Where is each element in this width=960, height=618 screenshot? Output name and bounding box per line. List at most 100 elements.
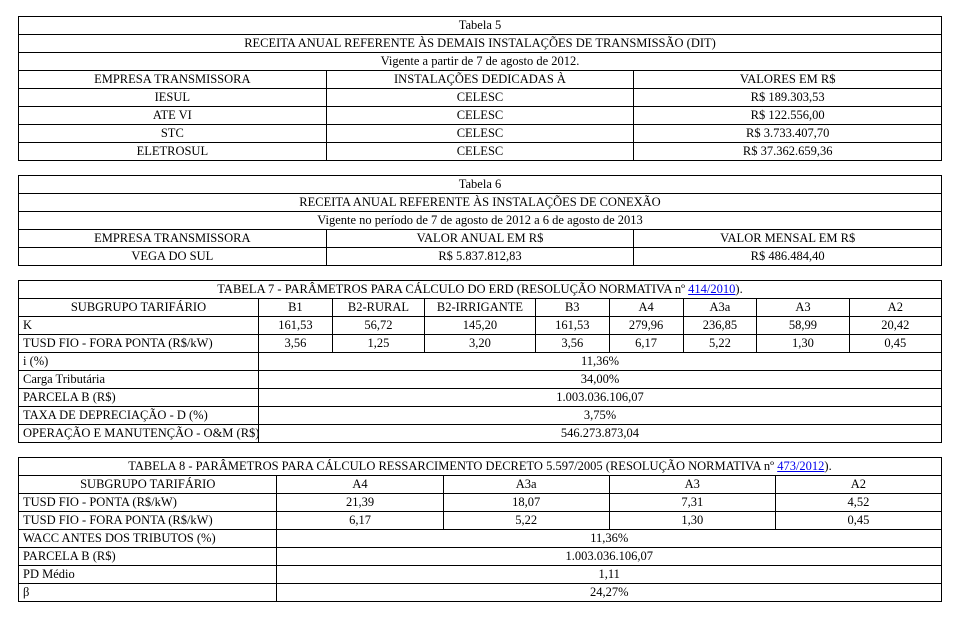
table-row: K 161,53 56,72 145,20 161,53 279,96 236,… [19,317,942,335]
tabela8-row-label: TUSD FIO - PONTA (R$/kW) [19,494,277,512]
tabela8-title: TABELA 8 - PARÂMETROS PARA CÁLCULO RESSA… [19,458,942,476]
tabela7-cell: 20,42 [849,317,941,335]
tabela7-cell: 546.273.873,04 [258,425,941,443]
tabela7-cell: 161,53 [258,317,332,335]
tabela8-cell: 21,39 [277,494,443,512]
tabela7-row-label: PARCELA B (R$) [19,389,259,407]
tabela7-cell: 1,25 [332,335,424,353]
tabela5-valor: R$ 189.303,53 [634,89,942,107]
tabela7-title-link[interactable]: 414/2010 [688,282,735,296]
tabela7-cell: 6,17 [609,335,683,353]
tabela8-row-label: PD Médio [19,566,277,584]
tabela6-anual: R$ 5.837.812,83 [326,248,634,266]
tabela7-colheader-label: SUBGRUPO TARIFÁRIO [19,299,259,317]
tabela5-header-inst: INSTALAÇÕES DEDICADAS À [326,71,634,89]
tabela5-inst: CELESC [326,125,634,143]
table-row: IESUL CELESC R$ 189.303,53 [19,89,942,107]
tabela8-cell: 18,07 [443,494,609,512]
tabela7-cell: 3,56 [258,335,332,353]
tabela6-header-empresa: EMPRESA TRANSMISSORA [19,230,327,248]
tabela8-row-label: TUSD FIO - FORA PONTA (R$/kW) [19,512,277,530]
tabela8-colheader-label: SUBGRUPO TARIFÁRIO [19,476,277,494]
tabela5-valor: R$ 37.362.659,36 [634,143,942,161]
tabela8-row-label: PARCELA B (R$) [19,548,277,566]
tabela8-title-prefix: TABELA 8 - PARÂMETROS PARA CÁLCULO RESSA… [128,459,777,473]
tabela-6: Tabela 6 RECEITA ANUAL REFERENTE ÀS INST… [18,175,942,266]
tabela8-col: A2 [775,476,941,494]
tabela8-row-label: β [19,584,277,602]
tabela7-cell: 145,20 [425,317,536,335]
tabela7-cell: 58,99 [757,317,849,335]
tabela5-valor: R$ 3.733.407,70 [634,125,942,143]
tabela7-cell: 3,75% [258,407,941,425]
tabela6-vigente: Vigente no período de 7 de agosto de 201… [19,212,942,230]
tabela8-row-label: WACC ANTES DOS TRIBUTOS (%) [19,530,277,548]
tabela5-empresa: IESUL [19,89,327,107]
table-row: PARCELA B (R$) 1.003.036.106,07 [19,389,942,407]
tabela7-col: A2 [849,299,941,317]
tabela5-inst: CELESC [326,107,634,125]
tabela5-vigente: Vigente a partir de 7 de agosto de 2012. [19,53,942,71]
tabela5-subtitle: RECEITA ANUAL REFERENTE ÀS DEMAIS INSTAL… [19,35,942,53]
tabela6-header-anual: VALOR ANUAL EM R$ [326,230,634,248]
table-row: TUSD FIO - FORA PONTA (R$/kW) 6,17 5,22 … [19,512,942,530]
table-row: PARCELA B (R$) 1.003.036.106,07 [19,548,942,566]
tabela6-subtitle: RECEITA ANUAL REFERENTE ÀS INSTALAÇÕES D… [19,194,942,212]
tabela8-cell: 1,11 [277,566,942,584]
tabela8-cell: 24,27% [277,584,942,602]
tabela-7: TABELA 7 - PARÂMETROS PARA CÁLCULO DO ER… [18,280,942,443]
table-row: ELETROSUL CELESC R$ 37.362.659,36 [19,143,942,161]
tabela7-row-label: i (%) [19,353,259,371]
tabela8-title-link[interactable]: 473/2012 [777,459,824,473]
tabela7-cell: 3,20 [425,335,536,353]
table-row: TAXA DE DEPRECIAÇÃO - D (%) 3,75% [19,407,942,425]
table-row: Carga Tributária 34,00% [19,371,942,389]
tabela7-cell: 56,72 [332,317,424,335]
tabela-8: TABELA 8 - PARÂMETROS PARA CÁLCULO RESSA… [18,457,942,602]
tabela7-row-label: K [19,317,259,335]
tabela7-col: A3a [683,299,757,317]
table-row: STC CELESC R$ 3.733.407,70 [19,125,942,143]
tabela8-col: A3a [443,476,609,494]
tabela7-row-label: Carga Tributária [19,371,259,389]
tabela7-row-label: TUSD FIO - FORA PONTA (R$/kW) [19,335,259,353]
tabela5-empresa: STC [19,125,327,143]
table-row: PD Médio 1,11 [19,566,942,584]
tabela7-col: A3 [757,299,849,317]
tabela7-cell: 3,56 [535,335,609,353]
tabela7-cell: 5,22 [683,335,757,353]
tabela8-cell: 4,52 [775,494,941,512]
tabela7-row-label: OPERAÇÃO E MANUTENÇÃO - O&M (R$) [19,425,259,443]
tabela7-cell: 161,53 [535,317,609,335]
tabela5-valor: R$ 122.556,00 [634,107,942,125]
table-row: WACC ANTES DOS TRIBUTOS (%) 11,36% [19,530,942,548]
tabela8-cell: 0,45 [775,512,941,530]
tabela5-header-valores: VALORES EM R$ [634,71,942,89]
table-row: i (%) 11,36% [19,353,942,371]
tabela8-cell: 1.003.036.106,07 [277,548,942,566]
table-row: ATE VI CELESC R$ 122.556,00 [19,107,942,125]
tabela7-header-row: SUBGRUPO TARIFÁRIO B1 B2-RURAL B2-IRRIGA… [19,299,942,317]
tabela8-col: A4 [277,476,443,494]
tabela7-cell: 11,36% [258,353,941,371]
tabela6-mensal: R$ 486.484,40 [634,248,942,266]
tabela7-title-prefix: TABELA 7 - PARÂMETROS PARA CÁLCULO DO ER… [217,282,688,296]
tabela7-title: TABELA 7 - PARÂMETROS PARA CÁLCULO DO ER… [19,281,942,299]
tabela-5: Tabela 5 RECEITA ANUAL REFERENTE ÀS DEMA… [18,16,942,161]
tabela8-cell: 11,36% [277,530,942,548]
tabela5-header-empresa: EMPRESA TRANSMISSORA [19,71,327,89]
tabela7-row-label: TAXA DE DEPRECIAÇÃO - D (%) [19,407,259,425]
tabela7-cell: 279,96 [609,317,683,335]
tabela7-cell: 236,85 [683,317,757,335]
tabela7-col: B3 [535,299,609,317]
tabela5-header-row: EMPRESA TRANSMISSORA INSTALAÇÕES DEDICAD… [19,71,942,89]
tabela8-cell: 1,30 [609,512,775,530]
tabela7-col: A4 [609,299,683,317]
tabela8-title-suffix: ). [824,459,831,473]
tabela5-inst: CELESC [326,143,634,161]
tabela6-header-row: EMPRESA TRANSMISSORA VALOR ANUAL EM R$ V… [19,230,942,248]
tabela7-col: B2-IRRIGANTE [425,299,536,317]
table-row: OPERAÇÃO E MANUTENÇÃO - O&M (R$) 546.273… [19,425,942,443]
table-row: TUSD FIO - FORA PONTA (R$/kW) 3,56 1,25 … [19,335,942,353]
tabela5-empresa: ELETROSUL [19,143,327,161]
